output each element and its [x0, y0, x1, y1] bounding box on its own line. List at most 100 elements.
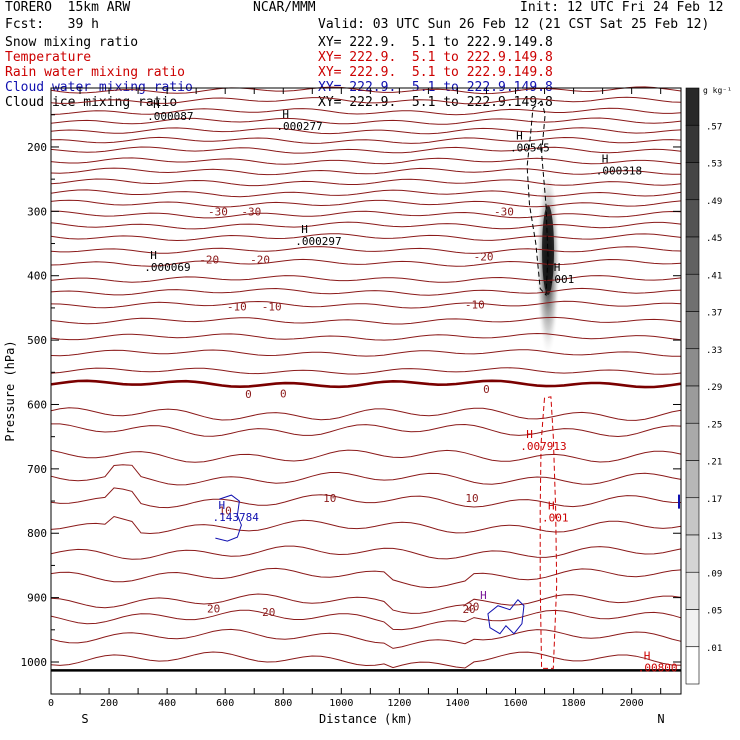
colorbar-level-label: .01 [706, 644, 722, 654]
isotherm-contour [50, 316, 682, 325]
maximum-value-label: .007913 [520, 440, 566, 453]
isotherm-contour [50, 449, 682, 463]
rain-contour-dashed [539, 396, 558, 669]
isotherm-contour [50, 189, 682, 198]
isotherm-label: -30 [241, 205, 261, 218]
isotherm-label: 20 [207, 603, 220, 616]
colorbar-segment [685, 87, 700, 126]
model-title: TORERO 15km ARW [5, 0, 131, 15]
colorbar-level-label: .49 [706, 197, 722, 207]
colorbar-level-label: .37 [706, 309, 722, 319]
org-label: NCAR/MMM [253, 0, 316, 15]
isotherm-contour [50, 407, 682, 421]
isotherm-contour [50, 96, 682, 105]
isotherm-contour [50, 117, 682, 125]
cloud-water-contour [215, 494, 242, 542]
isotherm-contour [50, 178, 682, 187]
isotherm-contour [50, 545, 682, 560]
x-tick-label: 0 [48, 698, 54, 709]
x-tick-label: 400 [158, 698, 176, 709]
plot-frame [50, 87, 682, 695]
maximum-marker: H [301, 223, 308, 236]
maximum-value-label: .00545 [510, 141, 550, 154]
field-label-cloud-ice: Cloud ice mixing ratio [5, 95, 178, 110]
isotherm-contour [50, 157, 682, 165]
isotherm-contour [50, 567, 682, 589]
y-axis-title: Pressure (hPa) [3, 340, 17, 441]
maximum-value-label: .143784 [212, 511, 259, 524]
x-tick-label: 2000 [620, 698, 644, 709]
colorbar-segment [685, 199, 700, 238]
field-xy-snow: XY= 222.9. 5.1 to 222.9.149.8 [318, 35, 553, 50]
maximum-value-label: .000069 [144, 261, 190, 274]
colorbar-level-label: .25 [706, 420, 722, 430]
isotherm-contour [50, 515, 682, 535]
colorbar-segment [685, 534, 700, 573]
isotherm-contour [50, 487, 682, 509]
colorbar-segment [685, 162, 700, 201]
isotherm-contour [50, 275, 682, 283]
maximum-marker: H [282, 108, 289, 121]
maximum-value-label: .000297 [295, 235, 341, 248]
south-end-label: S [81, 712, 88, 726]
colorbar-segment [685, 348, 700, 387]
isotherm-contour [50, 349, 682, 357]
y-tick-label: 400 [27, 270, 47, 283]
y-tick-label: 800 [27, 527, 47, 540]
isotherm-label: 20 [466, 600, 479, 613]
freezing-level-contour [50, 379, 682, 389]
maximum-value-label: .000087 [147, 110, 193, 123]
colorbar-segment [685, 497, 700, 536]
colorbar-segment [685, 609, 700, 648]
maximum-marker: H [554, 261, 561, 274]
isotherm-contour [50, 258, 682, 267]
isotherm-label: 0 [245, 388, 252, 401]
maximum-value-label: .00800 [638, 662, 678, 675]
maximum-marker: H [218, 499, 225, 512]
colorbar-level-label: .21 [706, 458, 722, 468]
y-tick-label: 700 [27, 463, 47, 476]
isotherm-contour [50, 210, 682, 219]
isotherm-label: -20 [199, 254, 219, 267]
field-xy-rain: XY= 222.9. 5.1 to 222.9.149.8 [318, 65, 553, 80]
isotherm-contour [50, 300, 682, 309]
snow-contour-dashed [526, 100, 549, 297]
isotherm-contour [50, 367, 682, 375]
isotherm-contour [50, 127, 682, 135]
isotherm-label: 10 [219, 505, 232, 518]
maximum-value-label: .001 [542, 512, 569, 525]
field-label-temperature: Temperature [5, 50, 92, 65]
colorbar-segment [685, 460, 700, 499]
isotherm-contour [51, 423, 682, 438]
maximum-marker: H [153, 98, 160, 111]
isotherm-label: 0 [280, 388, 287, 401]
isotherm-contour [50, 287, 682, 296]
field-label-snow: Snow mixing ratio [5, 35, 139, 50]
x-tick-label: 1400 [445, 698, 469, 709]
colorbar-level-label: .17 [706, 495, 722, 505]
isotherm-contour [50, 146, 682, 154]
isotherm-contour [50, 167, 681, 176]
isotherm-label: 0 [483, 383, 490, 396]
isotherm-contour [50, 593, 682, 614]
colorbar-segment [685, 124, 700, 163]
maximum-marker: H [516, 129, 523, 142]
colorbar-segment [685, 311, 700, 350]
maximum-value-label: .001 [548, 273, 575, 286]
colorbar-level-label: .29 [706, 383, 722, 393]
isotherm-label: 20 [262, 606, 275, 619]
isotherm-contour [50, 221, 682, 230]
isotherm-contour [50, 233, 682, 242]
y-tick-label: 300 [27, 205, 47, 218]
isotherm-label: -10 [227, 301, 247, 314]
maximum-marker: H [644, 650, 651, 663]
x-tick-label: 200 [100, 698, 118, 709]
colorbar-level-label: .33 [706, 346, 722, 356]
y-tick-label: 1000 [21, 656, 48, 669]
y-tick-label: 600 [27, 398, 47, 411]
y-tick-label: 900 [27, 592, 47, 605]
isotherm-label: -30 [494, 205, 514, 218]
forecast-hour: Fcst: 39 h [5, 17, 99, 32]
isotherm-label: -10 [262, 301, 282, 314]
